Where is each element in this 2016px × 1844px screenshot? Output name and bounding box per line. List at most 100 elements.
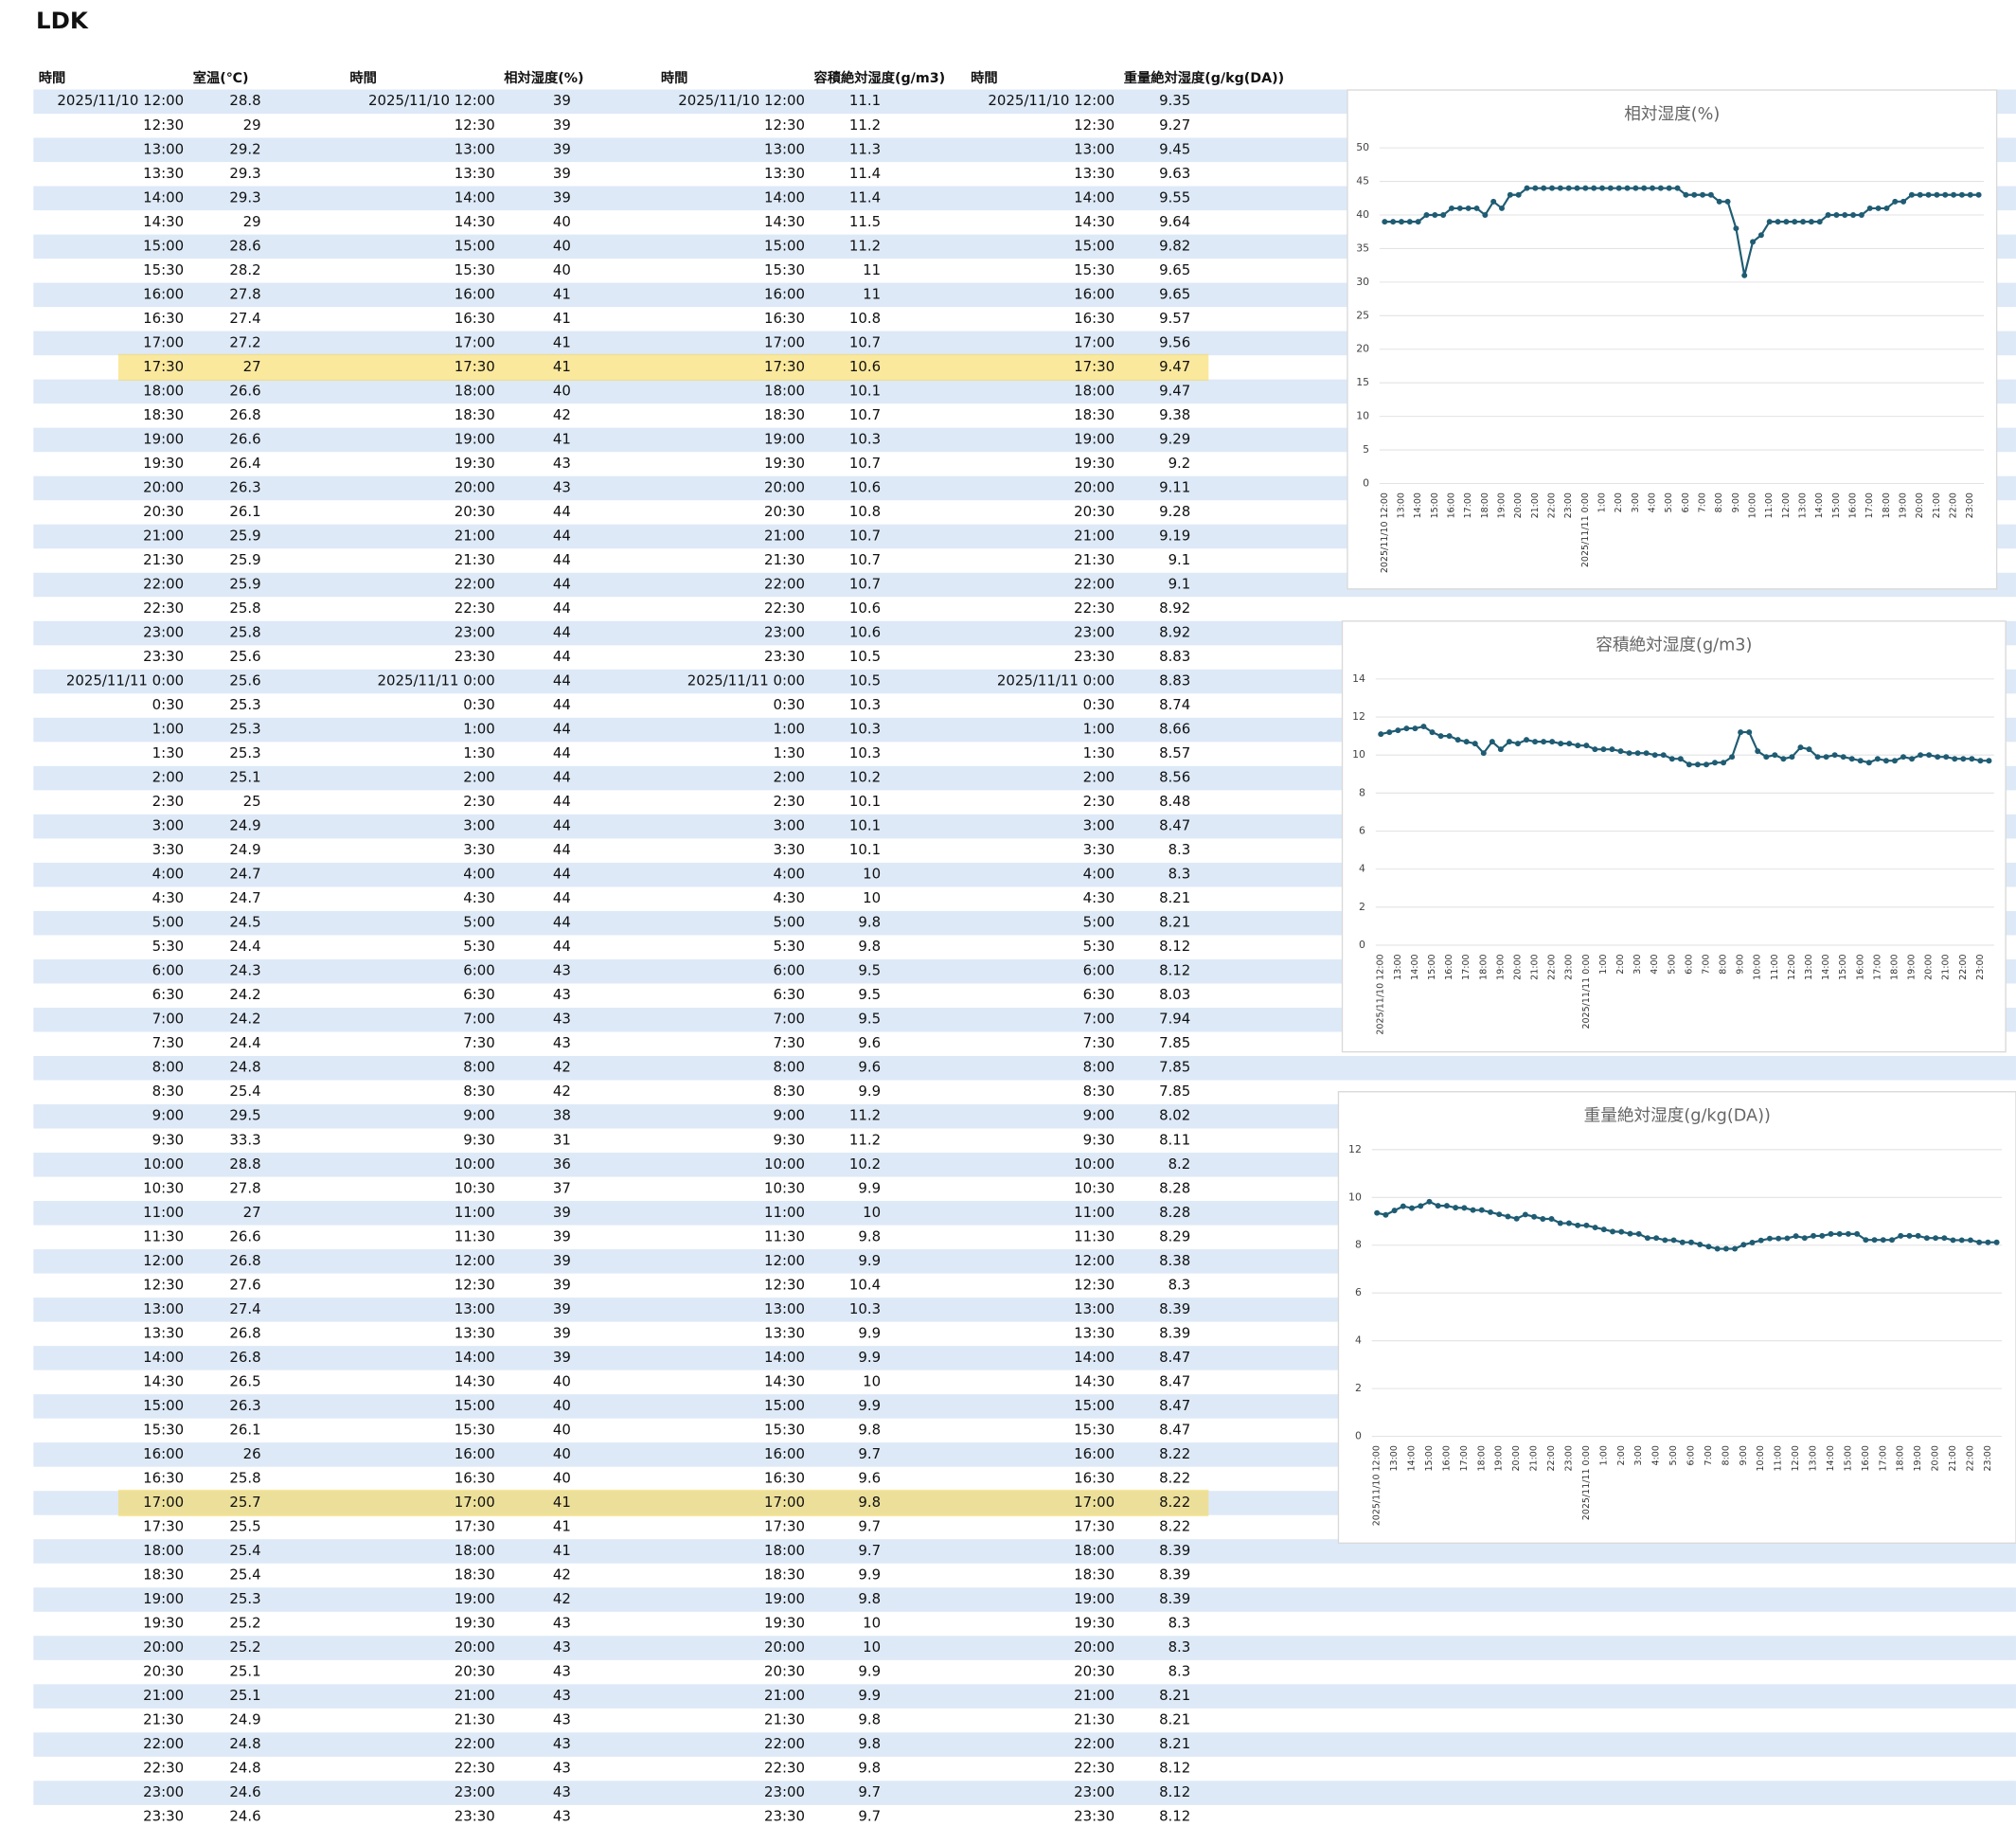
x-tick-label: 23:00 <box>1563 1445 1574 1471</box>
data-point <box>1850 212 1857 219</box>
time-cell: 20:30 <box>764 1663 805 1680</box>
value-cell: 9.63 <box>1159 165 1190 182</box>
time-cell: 13:30 <box>455 165 495 182</box>
data-point <box>1449 205 1454 211</box>
y-tick-label: 6 <box>1355 1286 1362 1298</box>
value-cell: 39 <box>553 92 571 109</box>
time-cell: 15:30 <box>455 261 495 278</box>
value-cell: 8.12 <box>1159 938 1190 955</box>
x-tick-label: 22:00 <box>1965 1445 1975 1471</box>
data-point <box>1969 756 1975 762</box>
time-cell: 12:00 <box>1074 1252 1115 1269</box>
value-cell: 8.21 <box>1159 889 1190 906</box>
time-cell: 13:30 <box>764 165 805 182</box>
data-point <box>1488 1208 1493 1215</box>
data-point <box>1883 205 1890 211</box>
x-tick-label: 19:00 <box>1913 1445 1923 1471</box>
value-cell: 8.47 <box>1159 817 1190 834</box>
data-point <box>1435 1203 1441 1209</box>
time-cell: 22:30 <box>455 600 495 617</box>
x-tick-label: 13:00 <box>1396 492 1406 518</box>
time-cell: 18:30 <box>764 1566 805 1583</box>
data-point <box>1565 1220 1572 1226</box>
data-point <box>1683 191 1689 198</box>
time-cell: 21:00 <box>1074 527 1115 544</box>
value-cell: 43 <box>553 1687 571 1704</box>
data-point <box>1618 1228 1625 1235</box>
data-point <box>1470 1207 1476 1213</box>
time-cell: 13:30 <box>764 1324 805 1341</box>
value-cell: 39 <box>553 1349 571 1366</box>
data-point <box>1583 743 1590 749</box>
time-cell: 9:00 <box>1083 1107 1115 1124</box>
value-cell: 9.1 <box>1169 551 1191 568</box>
data-point <box>1833 212 1840 219</box>
value-cell: 8.39 <box>1159 1542 1190 1559</box>
value-cell: 36 <box>553 1155 571 1173</box>
value-cell: 10.7 <box>849 527 881 544</box>
value-cell: 11 <box>863 261 881 278</box>
value-cell: 27.4 <box>229 1300 260 1317</box>
data-point <box>1541 739 1547 745</box>
time-cell: 15:00 <box>1074 1397 1115 1414</box>
value-cell: 40 <box>553 1445 571 1462</box>
time-cell: 4:30 <box>152 889 185 906</box>
y-tick-label: 10 <box>1348 1191 1362 1203</box>
data-point <box>1958 191 1965 198</box>
time-cell: 2:00 <box>152 769 185 786</box>
data-point <box>1697 1242 1704 1247</box>
data-point <box>1800 219 1807 225</box>
value-cell: 8.12 <box>1159 1808 1190 1825</box>
value-cell: 10 <box>863 1615 881 1632</box>
chart-frame <box>1347 89 1998 590</box>
x-tick-label: 13:00 <box>1389 1445 1400 1471</box>
time-cell: 7:00 <box>1083 1011 1115 1028</box>
value-cell: 9.8 <box>858 1735 881 1752</box>
value-cell: 41 <box>553 310 571 327</box>
column-header: 時間 <box>39 70 66 86</box>
data-point <box>1557 1220 1563 1226</box>
value-cell: 39 <box>553 1324 571 1341</box>
data-point <box>1653 1235 1660 1242</box>
value-cell: 39 <box>553 1204 571 1221</box>
value-cell: 29.3 <box>229 165 260 182</box>
time-cell: 20:30 <box>455 1663 495 1680</box>
time-cell: 19:00 <box>143 1590 184 1607</box>
value-cell: 44 <box>553 648 571 665</box>
x-tick-label: 2025/11/10 12:00 <box>1380 492 1390 573</box>
data-point <box>1724 198 1731 205</box>
data-point <box>1472 741 1478 747</box>
time-cell: 21:30 <box>143 551 184 568</box>
x-tick-label: 2025/11/11 0:00 <box>1581 954 1592 1029</box>
time-cell: 22:00 <box>143 1735 184 1752</box>
y-tick-label: 2 <box>1359 901 1365 913</box>
value-cell: 39 <box>553 165 571 182</box>
x-tick-label: 15:00 <box>1427 954 1437 979</box>
time-cell: 4:00 <box>773 866 805 883</box>
time-cell: 16:30 <box>455 1469 495 1486</box>
column-header: 時間 <box>661 70 688 86</box>
data-point <box>1632 185 1639 191</box>
value-cell: 10.7 <box>849 455 881 472</box>
x-tick-label: 13:00 <box>1393 954 1403 979</box>
value-cell: 9.2 <box>1169 455 1191 472</box>
time-cell: 0:30 <box>152 696 185 713</box>
time-cell: 11:00 <box>143 1204 184 1221</box>
time-cell: 2:30 <box>463 793 495 810</box>
y-tick-label: 15 <box>1356 376 1369 388</box>
value-cell: 10.6 <box>849 624 881 641</box>
value-cell: 8.47 <box>1159 1349 1190 1366</box>
data-point <box>1600 1226 1607 1233</box>
value-cell: 9.9 <box>858 1566 881 1583</box>
value-cell: 26.8 <box>229 1252 260 1269</box>
time-cell: 8:00 <box>463 1059 495 1076</box>
x-tick-label: 11:00 <box>1774 1445 1784 1471</box>
value-cell: 10.1 <box>849 841 881 858</box>
data-point <box>1757 232 1764 239</box>
value-cell: 9.8 <box>858 1590 881 1607</box>
time-cell: 12:30 <box>764 1276 805 1293</box>
data-point <box>1668 756 1675 762</box>
x-tick-label: 22:00 <box>1949 492 1959 518</box>
x-tick-label: 20:00 <box>1931 1445 1941 1471</box>
value-cell: 25.2 <box>229 1638 260 1656</box>
